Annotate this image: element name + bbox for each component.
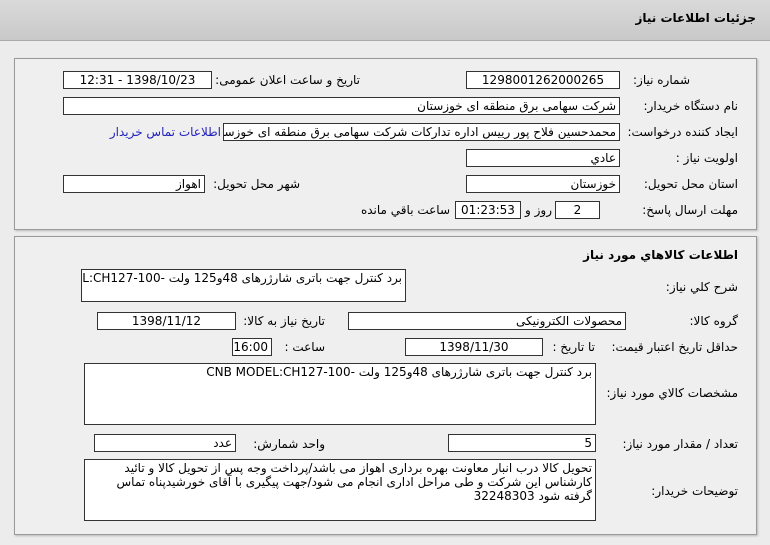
need-number-label: شماره نیاز: [633, 73, 690, 87]
time-left-field: 01:23:53 [455, 201, 521, 219]
until-date-label: تا تاریخ : [552, 340, 595, 354]
notes-label: توضیحات خریدار: [651, 484, 738, 498]
city-label: شهر محل تحویل: [213, 177, 300, 191]
buyer-label: نام دستگاه خریدار: [643, 99, 739, 113]
days-suffix: روز و [525, 203, 552, 217]
need-number-field: 1298001262000265 [466, 71, 620, 89]
page-header: جزئیات اطلاعات نیاز [0, 0, 770, 41]
days-field: 2 [555, 201, 600, 219]
validity-time-field: 16:00 [232, 338, 272, 356]
priority-label: اولویت نیاز : [675, 151, 738, 165]
specs-label: مشخصات كالاي مورد نياز: [606, 386, 738, 400]
province-field: خوزستان [466, 175, 620, 193]
validity-date-field: 1398/11/30 [405, 338, 543, 356]
requester-label: ایجاد کننده درخواست: [627, 125, 738, 139]
specs-field: برد کنترل جهت باتری شارژرهای 48و125 ولت … [84, 363, 596, 425]
need-date-label: تاریخ نیاز به کالا: [243, 314, 325, 328]
time-left-suffix: ساعت باقي مانده [360, 203, 450, 217]
qty-field: 5 [448, 434, 596, 452]
group-field: محصولات الکترونیکی [348, 312, 626, 330]
unit-label: واحد شمارش: [253, 437, 325, 451]
requester-field: محمدحسین فلاح پور رییس اداره تدارکات شرک… [223, 123, 620, 141]
hour-label: ساعت : [284, 340, 325, 354]
province-label: استان محل تحویل: [643, 177, 738, 191]
page-title: جزئیات اطلاعات نیاز [635, 11, 756, 25]
unit-field: عدد [94, 434, 236, 452]
summary-field: برد کنترل جهت باتری شارژرهای 48و125 ولت … [81, 269, 406, 302]
announce-field: 1398/10/23 - 12:31 [63, 71, 212, 89]
buyer-field: شرکت سهامی برق منطقه ای خوزستان [63, 97, 620, 115]
city-field: اهواز [63, 175, 205, 193]
need-date-field: 1398/11/12 [97, 312, 236, 330]
goods-section-title: اطلاعات كالاهاي مورد نياز [583, 248, 738, 262]
group-label: گروه کالا: [689, 314, 739, 328]
announce-label: تاریخ و ساعت اعلان عمومی: [215, 73, 360, 87]
notes-field: تحویل کالا درب انبار معاونت بهره برداری … [84, 459, 596, 521]
summary-label: شرح کلي نياز: [665, 280, 738, 294]
priority-field: عادي [466, 149, 620, 167]
buyer-contact-link[interactable]: اطلاعات تماس خریدار [109, 125, 221, 139]
qty-label: تعداد / مقدار مورد نیاز: [622, 437, 738, 451]
validity-label: حداقل تاریخ اعتبار قیمت: [611, 340, 738, 354]
deadline-label: مهلت ارسال پاسخ: [642, 203, 738, 217]
